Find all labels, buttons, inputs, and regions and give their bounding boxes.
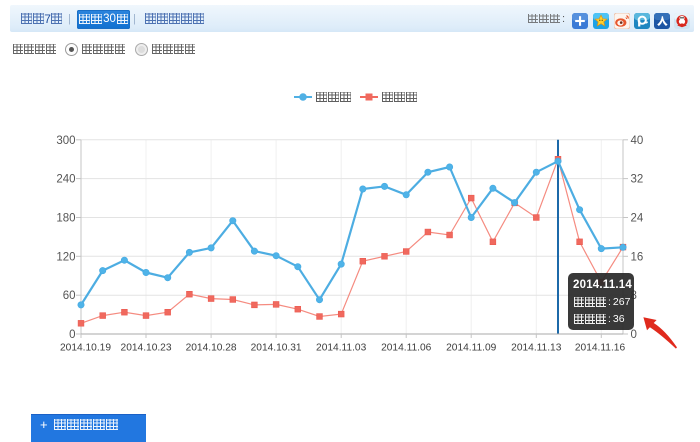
svg-text:0: 0: [69, 329, 75, 341]
svg-text:120: 120: [56, 251, 75, 263]
svg-text:8: 8: [631, 290, 637, 302]
svg-text:2014.10.28: 2014.10.28: [186, 343, 237, 354]
svg-text:180: 180: [56, 212, 75, 224]
svg-text:24: 24: [631, 212, 644, 224]
svg-text:240: 240: [56, 174, 75, 186]
svg-text:2014.11.09: 2014.11.09: [446, 343, 497, 354]
svg-text:16: 16: [631, 251, 644, 263]
svg-text:2014.11.16: 2014.11.16: [575, 343, 626, 354]
svg-text:300: 300: [56, 135, 75, 147]
svg-text:2014.11.13: 2014.11.13: [511, 343, 562, 354]
svg-text:2014.10.31: 2014.10.31: [251, 343, 302, 354]
svg-text:2014.11.03: 2014.11.03: [316, 343, 367, 354]
svg-text:2014.10.23: 2014.10.23: [121, 343, 172, 354]
svg-text:0: 0: [631, 329, 637, 341]
svg-text:32: 32: [631, 174, 644, 186]
svg-text:40: 40: [631, 135, 644, 147]
svg-text:2014.10.19: 2014.10.19: [60, 343, 111, 354]
svg-text:2014.11.06: 2014.11.06: [381, 343, 432, 354]
svg-text:60: 60: [63, 290, 76, 302]
